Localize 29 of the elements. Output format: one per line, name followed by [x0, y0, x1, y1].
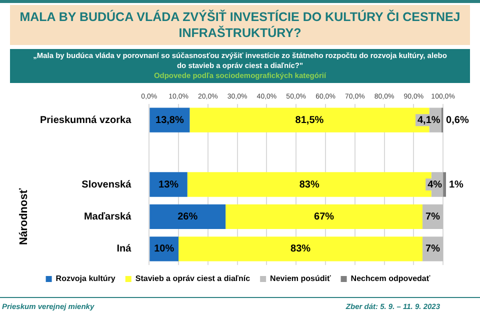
y-tick-label: Maďarská [84, 211, 132, 222]
legend-label: Stavieb a opráv ciest a diaľníc [135, 274, 251, 284]
data-label: 7% [426, 244, 440, 255]
text: Národnosť [18, 188, 30, 246]
y-tick-label: Prieskumná vzorka [40, 114, 132, 126]
bar [150, 204, 226, 230]
y-tick-label: Iná [116, 244, 132, 255]
data-label: 7% [426, 211, 440, 222]
legend-label: Neviem posúdiť [270, 274, 331, 284]
legend-label: Nechcem odpovedať [350, 274, 430, 284]
legend-label: Rozvoja kultúry [56, 274, 116, 284]
data-label: 83% [299, 179, 320, 190]
bar [150, 172, 188, 197]
data-label: 26% [178, 211, 198, 222]
chart-title: MALA BY BUDÚCA VLÁDA ZVÝŠIŤ INVESTÍCIE DO KULTÚRY ČI CESTNEJ INFRAŠTRUKTÚRY? [10, 5, 470, 45]
bar [226, 204, 422, 230]
bar [443, 172, 446, 197]
data-label: 4% [428, 179, 442, 190]
data-label: 4,1% [418, 114, 440, 126]
data-label: 81,5% [295, 114, 324, 126]
data-label: 67% [314, 211, 334, 222]
data-label: 13,8% [156, 114, 184, 126]
bar [178, 236, 422, 262]
y-tick-label: Slovenská [82, 179, 132, 190]
data-label: 10% [154, 244, 174, 255]
data-label: 0,6% [446, 114, 469, 126]
data-label: 13% [158, 179, 179, 190]
data-label: 1% [449, 179, 464, 190]
data-label: 83% [290, 244, 311, 255]
